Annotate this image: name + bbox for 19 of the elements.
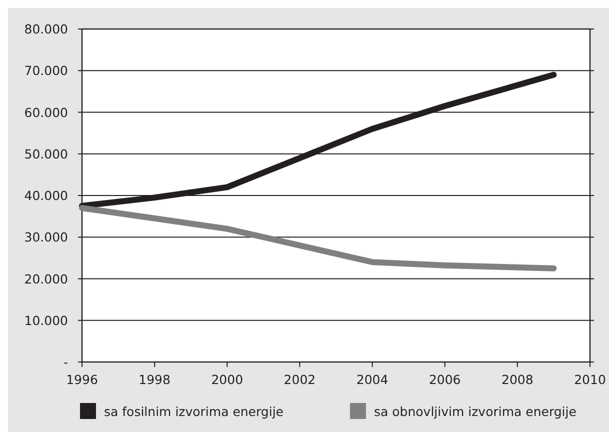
legend-label: sa obnovljivim izvorima energije: [374, 404, 577, 419]
legend-label: sa fosilnim izvorima energije: [104, 404, 284, 419]
y-tick-label: 70.000: [24, 63, 68, 78]
y-tick-label: 20.000: [24, 271, 68, 286]
x-tick-label: 2010: [574, 372, 606, 387]
x-tick-label: 2004: [356, 372, 388, 387]
y-tick-label: 80.000: [24, 22, 68, 36]
x-tick-label: 2006: [428, 372, 461, 387]
x-tick-label: 1996: [66, 372, 98, 387]
x-tick-label: 2002: [284, 372, 316, 387]
y-tick-label: 40.000: [24, 188, 68, 203]
y-tick-label: 60.000: [24, 104, 68, 120]
y-tick-label: 30.000: [24, 230, 68, 245]
y-tick-label: 10.000: [24, 312, 68, 328]
x-tick-label: 2000: [211, 372, 244, 387]
y-tick-label: -: [63, 354, 68, 370]
y-tick-label: 50.000: [24, 146, 68, 162]
x-tick-label: 1998: [138, 372, 171, 387]
x-tick-label: 2008: [502, 372, 534, 387]
